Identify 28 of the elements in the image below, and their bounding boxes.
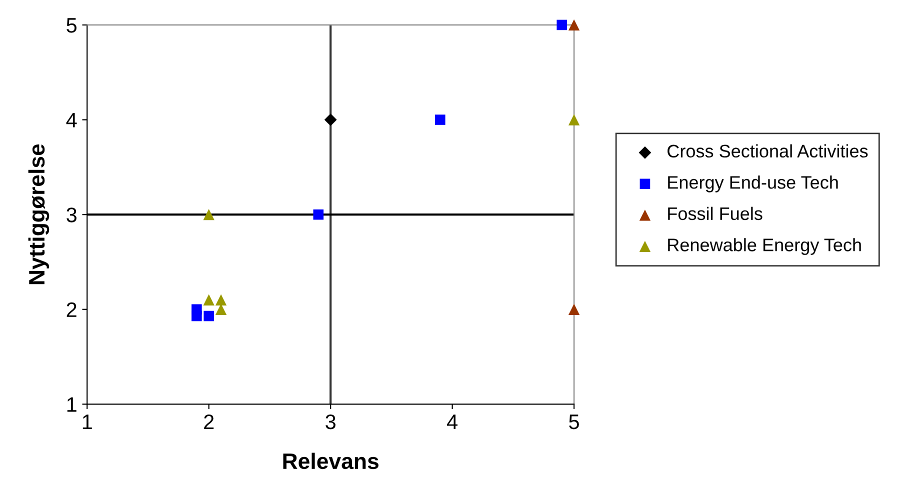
y-tick-label: 5 xyxy=(66,18,77,33)
point xyxy=(204,310,214,322)
point xyxy=(324,114,337,126)
point xyxy=(434,114,446,125)
y-tick-label: 2 xyxy=(66,302,76,317)
y-tick-label: 3 xyxy=(66,208,76,222)
point xyxy=(192,310,202,322)
x-tick-label: 5 xyxy=(569,414,579,430)
x-tick-label: 3 xyxy=(326,414,336,430)
x-tick-label: 2 xyxy=(204,414,214,430)
point xyxy=(568,19,580,31)
legend-label: Renewable Energy Tech xyxy=(668,238,861,255)
legend-label: Fossil Fuels xyxy=(668,206,762,220)
point xyxy=(313,209,324,220)
x-tick-label: 4 xyxy=(446,414,458,430)
point xyxy=(568,304,580,315)
point xyxy=(203,208,214,220)
point xyxy=(556,20,568,30)
legend-label: Cross Sectional Activities xyxy=(668,144,868,158)
y-tick-label: 4 xyxy=(66,112,77,128)
point xyxy=(215,294,227,306)
point xyxy=(568,114,580,126)
x-tick-label: 1 xyxy=(82,414,92,430)
legend-label: Energy End-use Tech xyxy=(668,176,838,192)
x-axis-title: Relevans xyxy=(283,452,378,470)
y-axis-title: Nyttiggørelse xyxy=(28,144,50,284)
y-tick-label: 1 xyxy=(67,397,76,412)
point xyxy=(203,294,214,306)
